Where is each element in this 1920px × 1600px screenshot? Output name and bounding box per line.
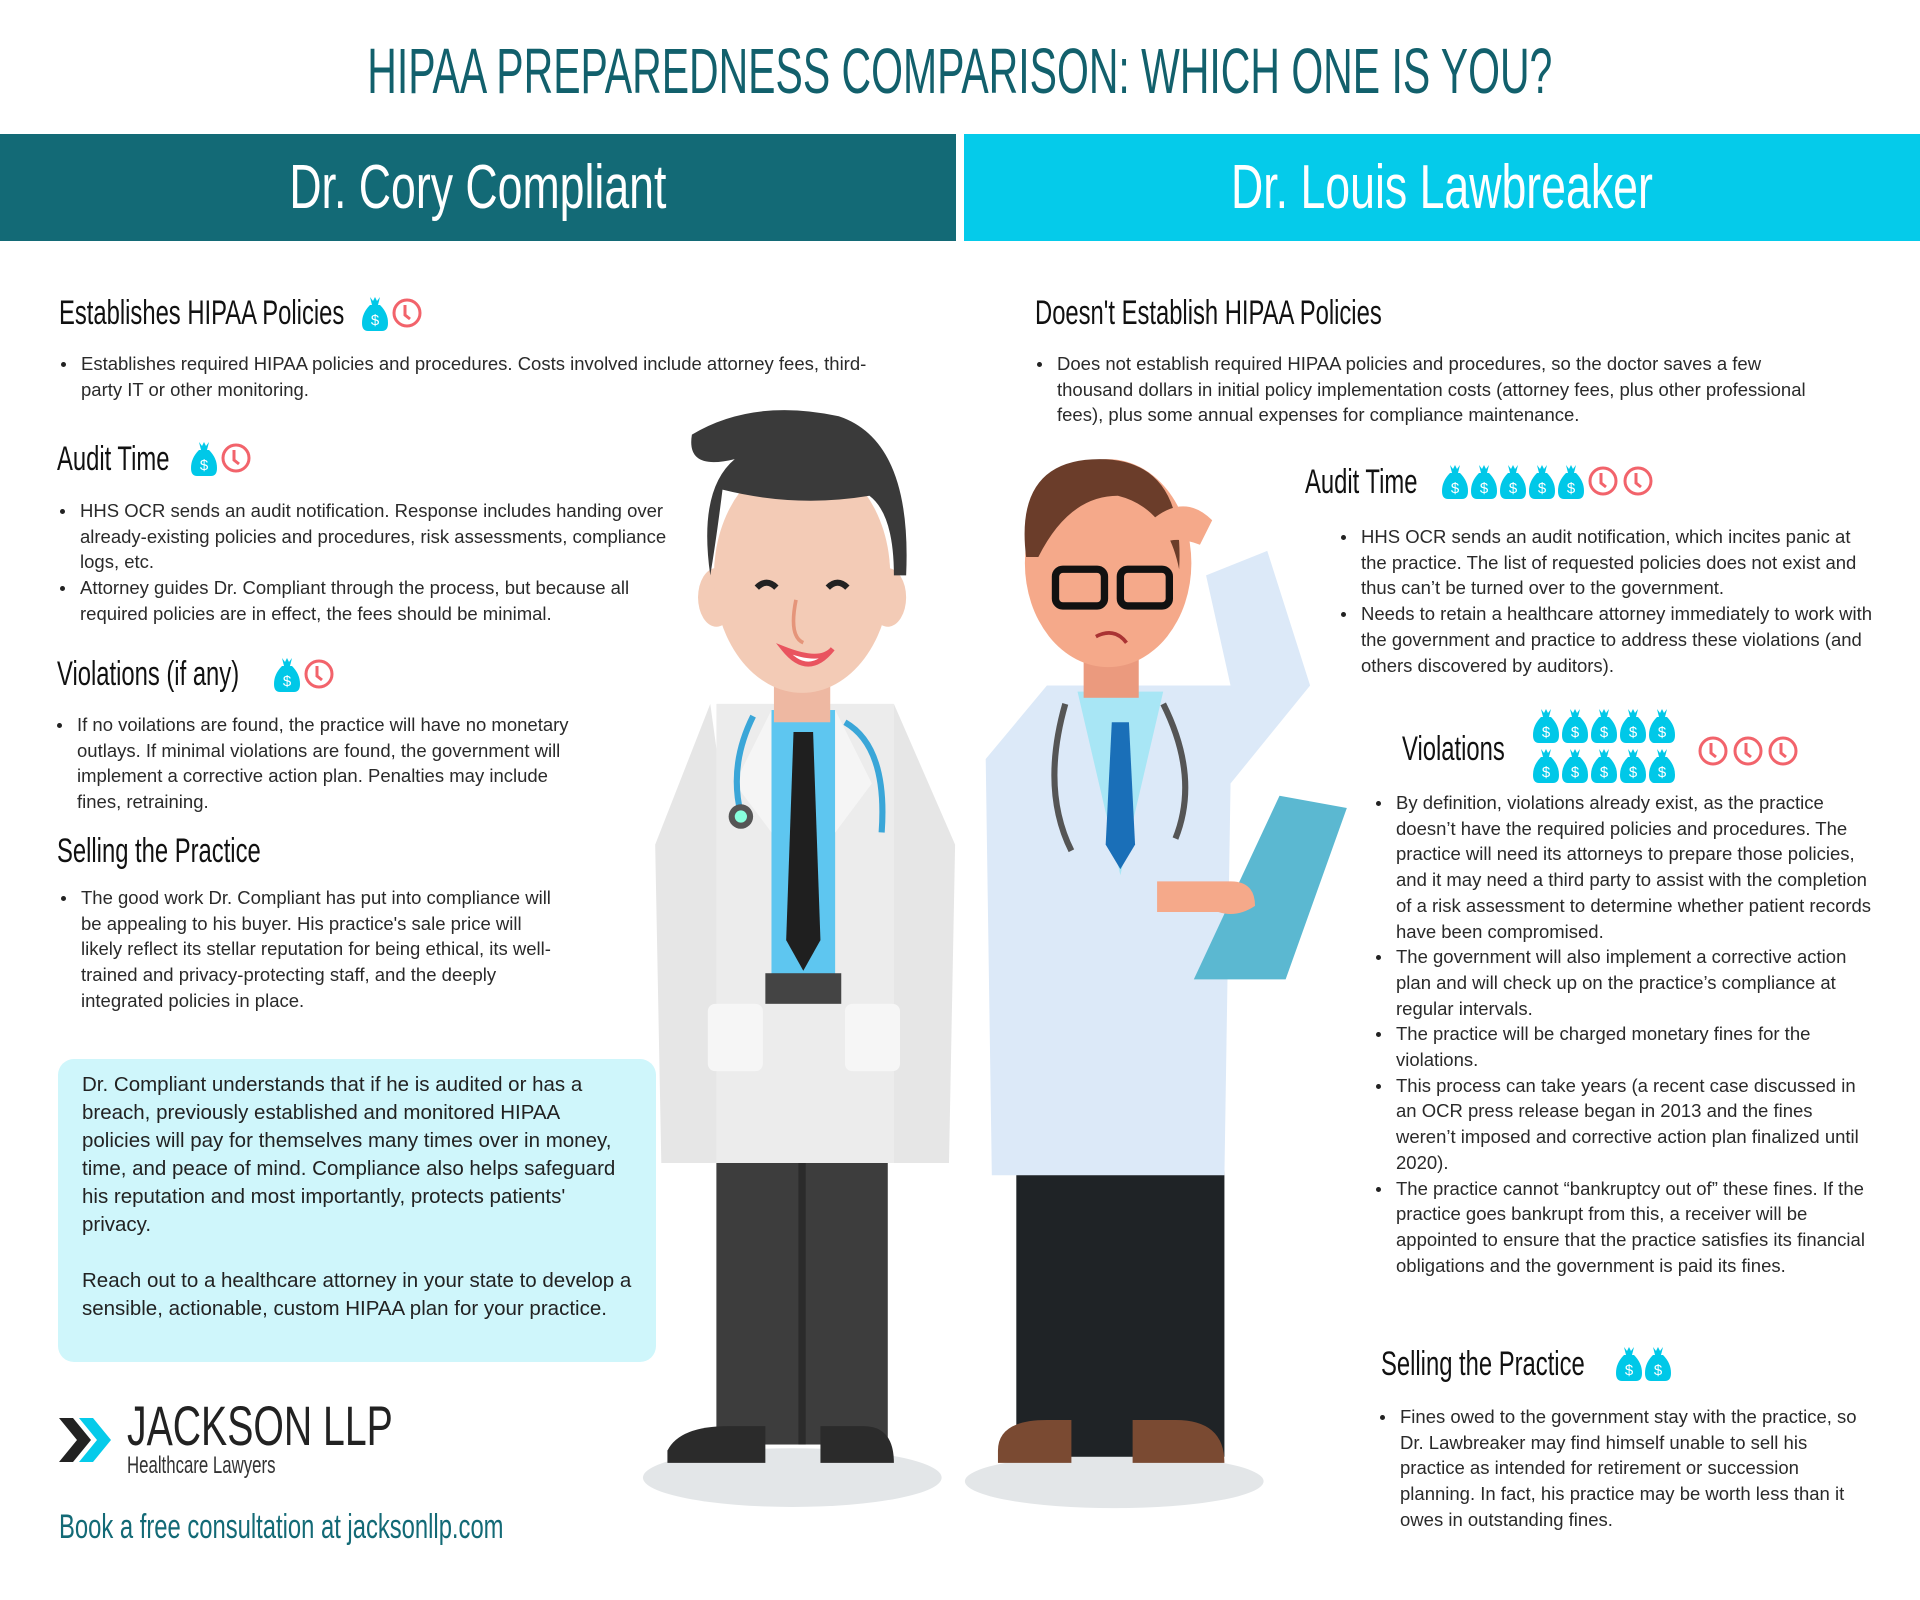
svg-text:$: $ bbox=[1451, 480, 1460, 497]
clock-icon bbox=[1768, 736, 1798, 766]
list-item: By definition, violations already exist,… bbox=[1374, 790, 1874, 944]
clock-icon bbox=[1623, 466, 1653, 496]
section-heading: Establishes HIPAA Policies bbox=[59, 294, 345, 332]
svg-text:$: $ bbox=[1654, 1362, 1663, 1379]
clock-icon bbox=[1733, 736, 1763, 766]
svg-text:$: $ bbox=[1571, 764, 1580, 781]
logo-name: JACKSON LLP bbox=[127, 1394, 393, 1457]
callout-box: Dr. Compliant understands that if he is … bbox=[58, 1059, 656, 1362]
bullet-list: Fines owed to the government stay with t… bbox=[1378, 1404, 1868, 1533]
svg-text:$: $ bbox=[371, 312, 380, 329]
svg-text:$: $ bbox=[1600, 724, 1609, 741]
list-item: Attorney guides Dr. Compliant through th… bbox=[58, 575, 698, 626]
list-item: The practice cannot “bankruptcy out of” … bbox=[1374, 1176, 1874, 1279]
clock-icon bbox=[221, 443, 251, 473]
list-item: Needs to retain a healthcare attorney im… bbox=[1339, 601, 1879, 678]
list-item: HHS OCR sends an audit notification, whi… bbox=[1339, 524, 1879, 601]
compliant-header: Dr. Cory Compliant bbox=[0, 134, 956, 241]
svg-text:$: $ bbox=[1542, 764, 1551, 781]
bullet-list: If no voilations are found, the practice… bbox=[55, 712, 595, 815]
section-heading: Selling the Practice bbox=[57, 832, 261, 870]
svg-text:$: $ bbox=[1625, 1362, 1634, 1379]
list-item: HHS OCR sends an audit notification. Res… bbox=[58, 498, 698, 575]
svg-text:$: $ bbox=[1629, 724, 1638, 741]
money-icons: $ $ $ $ $ $ $ $ $ $ bbox=[1533, 707, 1693, 783]
logo-tagline: Healthcare Lawyers bbox=[127, 1452, 276, 1479]
money-bag-icon: $ bbox=[1529, 465, 1555, 499]
cost-icons: $ bbox=[362, 295, 423, 331]
money-bag-icon: $ bbox=[1562, 709, 1588, 743]
section-heading: Audit Time bbox=[57, 440, 170, 478]
section-heading: Selling the Practice bbox=[1381, 1345, 1585, 1383]
list-item: The practice will be charged monetary fi… bbox=[1374, 1021, 1874, 1072]
money-bag-icon: $ bbox=[1649, 709, 1675, 743]
money-bag-icon: $ bbox=[1591, 709, 1617, 743]
clock-icon bbox=[1698, 736, 1728, 766]
bullet-list: Does not establish required HIPAA polici… bbox=[1035, 351, 1835, 428]
cost-icons: $ bbox=[274, 656, 335, 692]
clock-icons bbox=[1697, 735, 1799, 767]
svg-text:$: $ bbox=[1567, 480, 1576, 497]
svg-text:$: $ bbox=[200, 457, 209, 474]
money-bag-icon: $ bbox=[1649, 749, 1675, 783]
section-heading: Violations (if any) bbox=[57, 655, 240, 693]
bullet-list: HHS OCR sends an audit notification, whi… bbox=[1339, 524, 1879, 678]
section-heading: Audit Time bbox=[1305, 463, 1418, 501]
jackson-logo[interactable]: JACKSON LLP Healthcare Lawyers bbox=[59, 1394, 507, 1480]
svg-text:$: $ bbox=[1658, 724, 1667, 741]
list-item: The government will also implement a cor… bbox=[1374, 944, 1874, 1021]
clock-icon bbox=[392, 298, 422, 328]
money-bag-icon: $ bbox=[1533, 749, 1559, 783]
page-title: HIPAA PREPAREDNESS COMPARISON: WHICH ONE… bbox=[367, 35, 1553, 107]
svg-text:$: $ bbox=[1480, 480, 1489, 497]
money-bag-icon: $ bbox=[1562, 749, 1588, 783]
money-bag-icon: $ bbox=[362, 297, 388, 331]
money-bag-icon: $ bbox=[1471, 465, 1497, 499]
svg-text:$: $ bbox=[1538, 480, 1547, 497]
bullet-list: By definition, violations already exist,… bbox=[1374, 790, 1874, 1278]
lawbreaker-header: Dr. Louis Lawbreaker bbox=[964, 134, 1920, 241]
svg-text:$: $ bbox=[1571, 724, 1580, 741]
list-item: This process can take years (a recent ca… bbox=[1374, 1073, 1874, 1176]
money-bag-icon: $ bbox=[1616, 1347, 1642, 1381]
bullet-list: Establishes required HIPAA policies and … bbox=[59, 351, 899, 402]
svg-text:$: $ bbox=[1658, 764, 1667, 781]
cost-icons: $ bbox=[191, 440, 252, 476]
svg-text:$: $ bbox=[1509, 480, 1518, 497]
svg-text:$: $ bbox=[1600, 764, 1609, 781]
bullet-list: The good work Dr. Compliant has put into… bbox=[59, 885, 559, 1014]
list-item: Establishes required HIPAA policies and … bbox=[59, 351, 899, 402]
money-bag-icon: $ bbox=[1533, 709, 1559, 743]
list-item: The good work Dr. Compliant has put into… bbox=[59, 885, 559, 1014]
money-bag-icon: $ bbox=[274, 658, 300, 692]
list-item: If no voilations are found, the practice… bbox=[55, 712, 595, 815]
list-item: Fines owed to the government stay with t… bbox=[1378, 1404, 1868, 1533]
money-bag-icon: $ bbox=[1591, 749, 1617, 783]
money-bag-icon: $ bbox=[1558, 465, 1584, 499]
money-bag-icon: $ bbox=[1620, 709, 1646, 743]
list-item: Does not establish required HIPAA polici… bbox=[1035, 351, 1835, 428]
cost-icons: $ $ $ $ $ bbox=[1442, 463, 1654, 499]
svg-text:$: $ bbox=[1629, 764, 1638, 781]
svg-text:$: $ bbox=[1542, 724, 1551, 741]
clock-icon bbox=[1588, 466, 1618, 496]
money-bag-icon: $ bbox=[1500, 465, 1526, 499]
chevrons-logo-icon bbox=[59, 1418, 111, 1462]
money-bag-icon: $ bbox=[1620, 749, 1646, 783]
clock-icon bbox=[304, 659, 334, 689]
cost-icons: $ $ bbox=[1616, 1345, 1671, 1381]
section-heading: Doesn't Establish HIPAA Policies bbox=[1035, 294, 1382, 332]
lawbreaker-doctor-illustration bbox=[964, 459, 1347, 1509]
money-bag-icon: $ bbox=[191, 442, 217, 476]
section-heading: Violations bbox=[1402, 730, 1505, 768]
consultation-link[interactable]: Book a free consultation at jacksonllp.c… bbox=[59, 1508, 504, 1546]
svg-text:$: $ bbox=[283, 673, 292, 690]
bullet-list: HHS OCR sends an audit notification. Res… bbox=[58, 498, 698, 627]
money-bag-icon: $ bbox=[1645, 1347, 1671, 1381]
money-bag-icon: $ bbox=[1442, 465, 1468, 499]
